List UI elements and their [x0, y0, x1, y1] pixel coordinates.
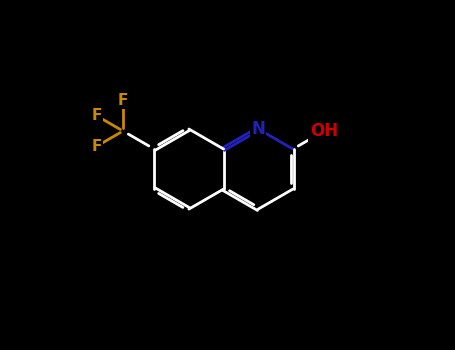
- Text: N: N: [251, 120, 265, 138]
- Text: OH: OH: [310, 122, 338, 140]
- Text: F: F: [92, 108, 102, 124]
- Text: F: F: [118, 93, 128, 108]
- Text: F: F: [92, 139, 102, 154]
